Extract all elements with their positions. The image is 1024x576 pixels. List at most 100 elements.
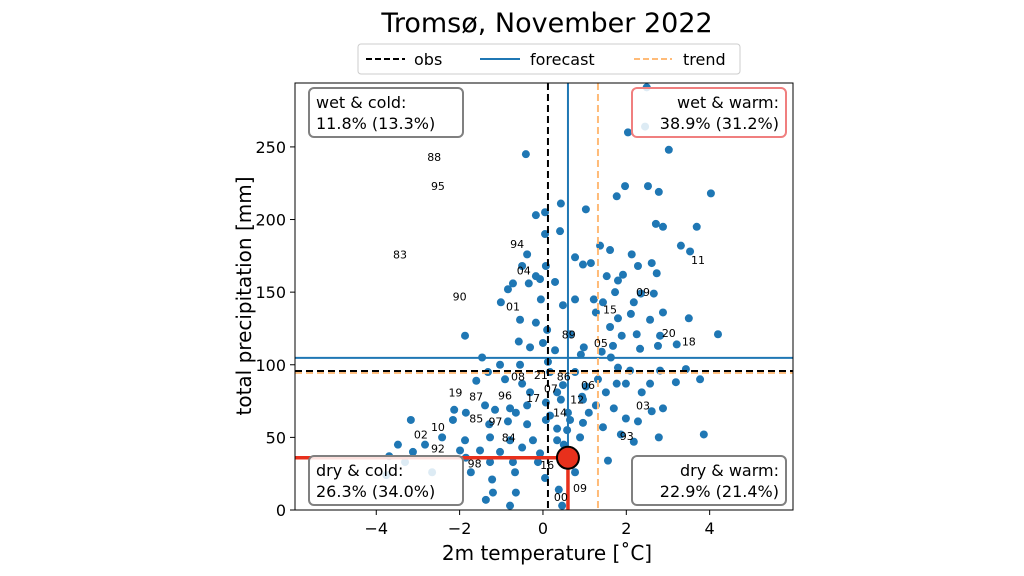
- data-point: [618, 270, 627, 279]
- data-point: [612, 192, 621, 201]
- data-point: [654, 187, 663, 196]
- data-point: [488, 475, 497, 484]
- data-point: [589, 295, 598, 304]
- data-point: [531, 318, 540, 327]
- data-point: [646, 379, 655, 388]
- data-point: [652, 269, 661, 278]
- data-point: [551, 277, 560, 286]
- y-tick-label: 100: [255, 356, 286, 375]
- legend: obs forecast trend: [357, 43, 741, 75]
- legend-box: [357, 43, 741, 75]
- data-point: [647, 259, 656, 268]
- year-label: 96: [498, 389, 512, 402]
- data-point: [636, 289, 645, 298]
- data-point: [584, 408, 593, 417]
- year-label: 06: [581, 379, 595, 392]
- data-point: [406, 415, 415, 424]
- data-point: [486, 458, 495, 467]
- year-label: 88: [427, 151, 441, 164]
- data-point: [556, 227, 565, 236]
- wet-cold-value: 11.8% (13.3%): [316, 114, 435, 133]
- year-label: 02: [414, 428, 428, 441]
- data-point: [598, 423, 607, 432]
- year-label: 87: [469, 391, 483, 404]
- data-point: [656, 331, 665, 340]
- data-point: [578, 260, 587, 269]
- year-label: 18: [682, 336, 696, 349]
- data-point: [706, 189, 715, 198]
- forecast-point-marker: [555, 445, 580, 470]
- data-point: [476, 446, 485, 455]
- dry-warm-box: [631, 455, 787, 506]
- x-tick-label: 4: [705, 519, 715, 538]
- data-point: [578, 418, 587, 427]
- data-point: [553, 436, 562, 445]
- data-point: [579, 343, 588, 352]
- x-tick-label: −4: [364, 519, 388, 538]
- legend-trend-label: trend: [683, 50, 726, 69]
- y-tick-label: 250: [255, 138, 286, 157]
- data-point: [536, 449, 545, 458]
- data-point: [576, 350, 585, 359]
- data-point: [606, 323, 615, 331]
- data-point: [597, 347, 606, 356]
- data-point: [553, 424, 562, 433]
- data-point: [632, 330, 641, 339]
- data-point: [621, 182, 630, 191]
- data-point: [647, 407, 656, 416]
- year-label: 97: [488, 415, 502, 428]
- data-point: [664, 145, 673, 154]
- data-point: [684, 314, 693, 323]
- data-point: [651, 219, 660, 228]
- year-label: 21: [534, 369, 548, 382]
- data-point: [472, 376, 481, 385]
- data-point: [571, 295, 580, 304]
- year-label: 95: [431, 180, 445, 193]
- data-point: [554, 485, 563, 494]
- wet-warm-title: wet & warm:: [677, 93, 779, 112]
- data-point: [621, 414, 630, 423]
- year-label: 20: [662, 327, 676, 340]
- dry-cold-value: 26.3% (34.0%): [316, 482, 435, 501]
- year-label: 05: [594, 337, 608, 350]
- year-label: 14: [553, 407, 567, 420]
- data-point: [556, 199, 565, 208]
- data-point: [626, 309, 635, 318]
- data-point: [598, 298, 607, 307]
- data-point: [633, 262, 642, 270]
- year-label: 19: [448, 386, 462, 399]
- data-point: [481, 495, 490, 504]
- data-point: [553, 388, 562, 397]
- y-tick-label: 200: [255, 211, 286, 230]
- data-point: [511, 468, 520, 477]
- data-point: [521, 150, 530, 159]
- year-label: 93: [620, 430, 634, 443]
- data-point: [485, 420, 494, 429]
- data-point: [612, 379, 621, 388]
- year-label: 86: [557, 370, 571, 383]
- data-point: [581, 382, 590, 391]
- data-point: [516, 315, 525, 324]
- data-point: [629, 298, 638, 307]
- legend-obs-label: obs: [414, 50, 442, 69]
- data-point: [601, 388, 610, 397]
- data-point: [516, 360, 525, 369]
- dry-cold-title: dry & cold:: [316, 461, 403, 480]
- data-point: [523, 250, 532, 259]
- data-point: [621, 379, 630, 388]
- data-point: [486, 433, 495, 442]
- data-point: [649, 289, 658, 298]
- data-point: [526, 343, 535, 352]
- data-point: [616, 430, 625, 439]
- data-point: [609, 404, 618, 413]
- dry-cold-box: [308, 455, 464, 506]
- data-point: [506, 501, 515, 510]
- y-axis-label: total precipitation [mm]: [232, 176, 256, 415]
- year-label: 09: [573, 482, 587, 495]
- wet-warm-value: 38.9% (31.2%): [660, 114, 779, 133]
- data-point: [538, 338, 547, 347]
- data-point: [571, 253, 580, 262]
- data-point: [696, 375, 705, 384]
